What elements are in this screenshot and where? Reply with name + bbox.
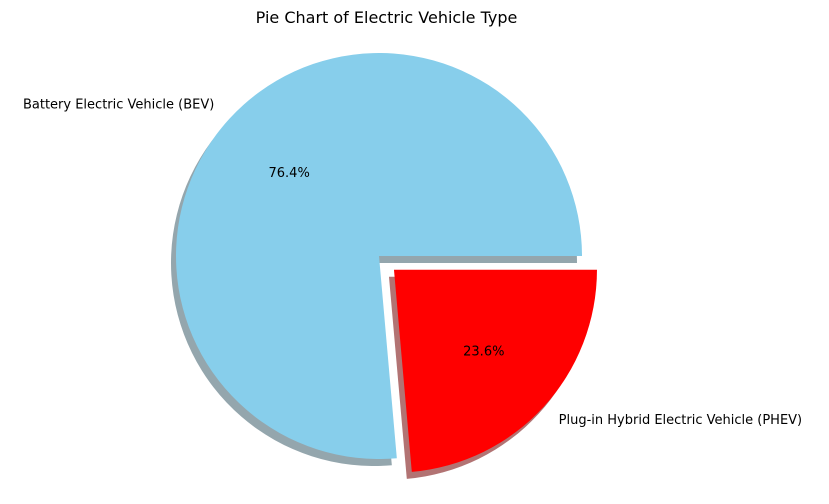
slice-1-label: Plug-in Hybrid Electric Vehicle (PHEV) — [559, 413, 802, 428]
chart-title: Pie Chart of Electric Vehicle Type — [255, 8, 518, 27]
slice-1 — [393, 269, 597, 472]
pie-slices — [176, 52, 597, 472]
slice-0 — [176, 52, 582, 460]
slice-0-label: Battery Electric Vehicle (BEV) — [23, 98, 214, 113]
slice-1-percent-label: 23.6% — [463, 344, 504, 359]
slice-0-percent-label: 76.4% — [269, 166, 310, 181]
pie-labels: 76.4% Battery Electric Vehicle (BEV) 23.6%… — [23, 98, 802, 428]
